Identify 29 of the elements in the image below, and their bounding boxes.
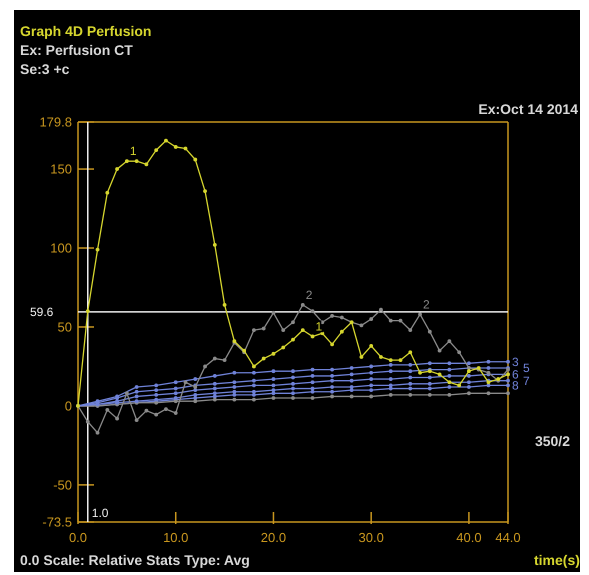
text: Se:3 +c <box>20 61 70 77</box>
y-tick-label: 150 <box>50 162 72 177</box>
ref-line-label: 1.0 <box>92 506 109 520</box>
ref-line-label: 59.6 <box>30 305 54 320</box>
x-tick-label: 30.0 <box>358 530 384 545</box>
series-label: 1 <box>316 319 323 334</box>
text: 2 <box>306 288 312 302</box>
y-tick-label: -73.5 <box>42 514 72 530</box>
chart-title: Graph 4D Perfusion <box>20 23 152 39</box>
text: 350/2 <box>534 433 570 449</box>
series-label: 5 <box>523 361 530 376</box>
series-label: 7 <box>523 374 530 388</box>
chart-subtitle: Ex: Perfusion CT <box>20 42 134 58</box>
series-label: 3 <box>512 354 519 369</box>
y-tick-label: 179.8 <box>39 114 72 130</box>
x-tick-label: 44.0 <box>495 530 521 545</box>
x-tick-label: 10.0 <box>163 530 188 545</box>
y-tick-label: 100 <box>50 240 72 256</box>
text: 1 <box>130 144 137 158</box>
x-tick-label: 0.0 <box>68 530 88 545</box>
x-tick-label: 40.0 <box>456 530 482 545</box>
text: 0.0 Scale: Relative Stats Type: Avg <box>20 552 250 568</box>
x-axis-title: time(s) <box>534 552 580 568</box>
text: Ex:Oct 14 2014 <box>478 101 578 117</box>
y-tick-label: 0 <box>64 398 72 414</box>
y-tick-label: 50 <box>58 320 72 335</box>
y-tick-label: -50 <box>53 477 72 492</box>
series-label: 2 <box>423 297 430 312</box>
x-tick-label: 20.0 <box>260 530 286 545</box>
